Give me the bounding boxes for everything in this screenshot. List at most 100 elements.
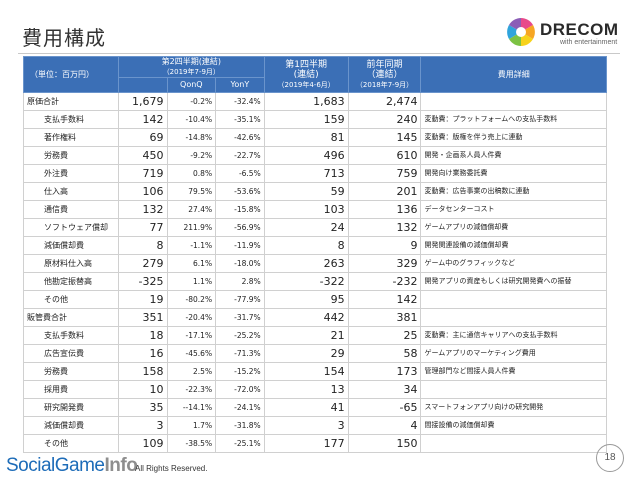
qonq-value: -9.2% <box>166 146 217 165</box>
previous-quarter-value: 103 <box>263 200 349 219</box>
previous-quarter-value: 21 <box>263 326 349 345</box>
previous-quarter-value: 1,683 <box>263 92 349 111</box>
current-value: 109 <box>117 434 168 453</box>
row-label: その他 <box>23 434 119 453</box>
previous-year-value: 4 <box>347 416 422 435</box>
detail-text: データセンターコスト <box>420 200 607 219</box>
detail-text <box>420 92 607 111</box>
current-value: 351 <box>117 308 168 327</box>
previous-year-value: 329 <box>347 254 422 273</box>
previous-quarter-value: 81 <box>263 128 349 147</box>
detail-text <box>420 290 607 309</box>
current-value: 132 <box>117 200 168 219</box>
yony-value: -22.7% <box>215 146 265 165</box>
current-value: 8 <box>117 236 168 255</box>
table-row: 労務費 450 -9.2% -22.7% 496 610 開発・企画系人員人件費 <box>23 146 607 165</box>
row-label: 原材料仕入高 <box>23 254 119 273</box>
current-quarter-title: 第2四半期(連結) <box>161 57 221 67</box>
detail-text: 管理部門など間接人員人件費 <box>420 362 607 381</box>
detail-text: 変動費：広告事業の出稿数に連動 <box>420 182 607 201</box>
table-row: その他 109 -38.5% -25.1% 177 150 <box>23 434 607 453</box>
table-row: 原価合計 1,679 -0.2% -32.4% 1,683 2,474 <box>23 92 607 111</box>
page-title: 費用構成 <box>22 26 106 50</box>
qonq-value: -1.1% <box>166 236 217 255</box>
table-row: 外注費 719 0.8% -6.5% 713 759 開発向け業務委託費 <box>23 164 607 183</box>
table-row: 支払手数料 18 -17.1% -25.2% 21 25 変動費：主に通信キャリアへの支払手… <box>23 326 607 345</box>
yony-value: -71.3% <box>215 344 265 363</box>
yony-value: -31.8% <box>215 416 265 435</box>
current-value: 719 <box>117 164 168 183</box>
qonq-header: QonQ <box>166 77 217 93</box>
previous-year-period: （2018年7-9月） <box>355 80 414 89</box>
yony-value: -32.4% <box>215 92 265 111</box>
yony-value: -42.6% <box>215 128 265 147</box>
watermark-game: Game <box>54 455 105 476</box>
detail-text <box>420 434 607 453</box>
table-row: 支払手数料 142 -10.4% -35.1% 159 240 変動費：プラットフォームへの… <box>23 110 607 129</box>
brand-mark-icon <box>507 18 535 46</box>
detail-text: 間接設備の減価償却費 <box>420 416 607 435</box>
yony-value: -15.2% <box>215 362 265 381</box>
previous-year-value: 381 <box>347 308 422 327</box>
previous-quarter-value: 41 <box>263 398 349 417</box>
yony-value: 2.8% <box>215 272 265 291</box>
detail-text: ゲームアプリの減価償却費 <box>420 218 607 237</box>
previous-year-title2: （連結） <box>366 69 403 80</box>
qonq-value: -10.4% <box>166 110 217 129</box>
previous-quarter-value: 159 <box>263 110 349 129</box>
detail-text: 開発関連設備の減価償却費 <box>420 236 607 255</box>
previous-quarter-value: 177 <box>263 434 349 453</box>
page-number: 18 <box>596 444 624 472</box>
previous-quarter-value: 496 <box>263 146 349 165</box>
current-value: 279 <box>117 254 168 273</box>
row-label: 労務費 <box>23 146 119 165</box>
qonq-value: -14.8% <box>166 128 217 147</box>
watermark-info: Info <box>104 455 138 476</box>
table-row: 仕入高 106 79.5% -53.6% 59 201 変動費：広告事業の出稿数に連動 <box>23 182 607 201</box>
table-row: 著作権料 69 -14.8% -42.6% 81 145 変動費：版権を伴う売上に連動 <box>23 128 607 147</box>
qonq-value: 6.1% <box>166 254 217 273</box>
row-label: 著作権料 <box>23 128 119 147</box>
row-label: 支払手数料 <box>23 110 119 129</box>
yony-value: -25.2% <box>215 326 265 345</box>
row-label: 外注費 <box>23 164 119 183</box>
qonq-value: -17.1% <box>166 326 217 345</box>
table-body: 原価合計 1,679 -0.2% -32.4% 1,683 2,474 支払手数料 142 -1… <box>23 92 607 453</box>
detail-text: スマートフォンアプリ向けの研究開発 <box>420 398 607 417</box>
table-row: 減価償却費 3 1.7% -31.8% 3 4 間接設備の減価償却費 <box>23 416 607 435</box>
previous-year-value: 132 <box>347 218 422 237</box>
yony-value: -72.0% <box>215 380 265 399</box>
yony-header: YonY <box>215 77 265 93</box>
row-label: 他勘定振替高 <box>23 272 119 291</box>
yony-value: -15.8% <box>215 200 265 219</box>
row-label: 減価償却費 <box>23 416 119 435</box>
previous-year-value: 136 <box>347 200 422 219</box>
qonq-value: -20.4% <box>166 308 217 327</box>
row-label: 販管費合計 <box>23 308 119 327</box>
brand-tagline: with entertainment <box>560 39 618 46</box>
previous-year-value: 142 <box>347 290 422 309</box>
detail-text: ゲーム中のグラフィックなど <box>420 254 607 273</box>
qonq-value: 1.1% <box>166 272 217 291</box>
yony-value: -56.9% <box>215 218 265 237</box>
row-label: 支払手数料 <box>23 326 119 345</box>
previous-year-value: 610 <box>347 146 422 165</box>
previous-quarter-value: 263 <box>263 254 349 273</box>
row-label: 通信費 <box>23 200 119 219</box>
previous-year-value: 173 <box>347 362 422 381</box>
current-quarter-period: （2019年7-9月） <box>162 68 220 76</box>
previous-year-value: 9 <box>347 236 422 255</box>
current-value: 16 <box>117 344 168 363</box>
current-value: 142 <box>117 110 168 129</box>
previous-quarter-title2: (連結) <box>293 69 319 80</box>
previous-quarter-value: 8 <box>263 236 349 255</box>
qonq-value: 211.9% <box>166 218 217 237</box>
qonq-value: -80.2% <box>166 290 217 309</box>
yony-value: -25.1% <box>215 434 265 453</box>
current-value: 10 <box>117 380 168 399</box>
table-row: 他勘定振替高 -325 1.1% 2.8% -322 -232 開発アプリの資産もしくは研究… <box>23 272 607 291</box>
previous-year-value: 58 <box>347 344 422 363</box>
detail-text <box>420 380 607 399</box>
yony-value: -18.0% <box>215 254 265 273</box>
table-header-row: （単位：百万円） 第2四半期(連結) （2019年7-9月） 第1四半期 (連結… <box>23 56 607 93</box>
